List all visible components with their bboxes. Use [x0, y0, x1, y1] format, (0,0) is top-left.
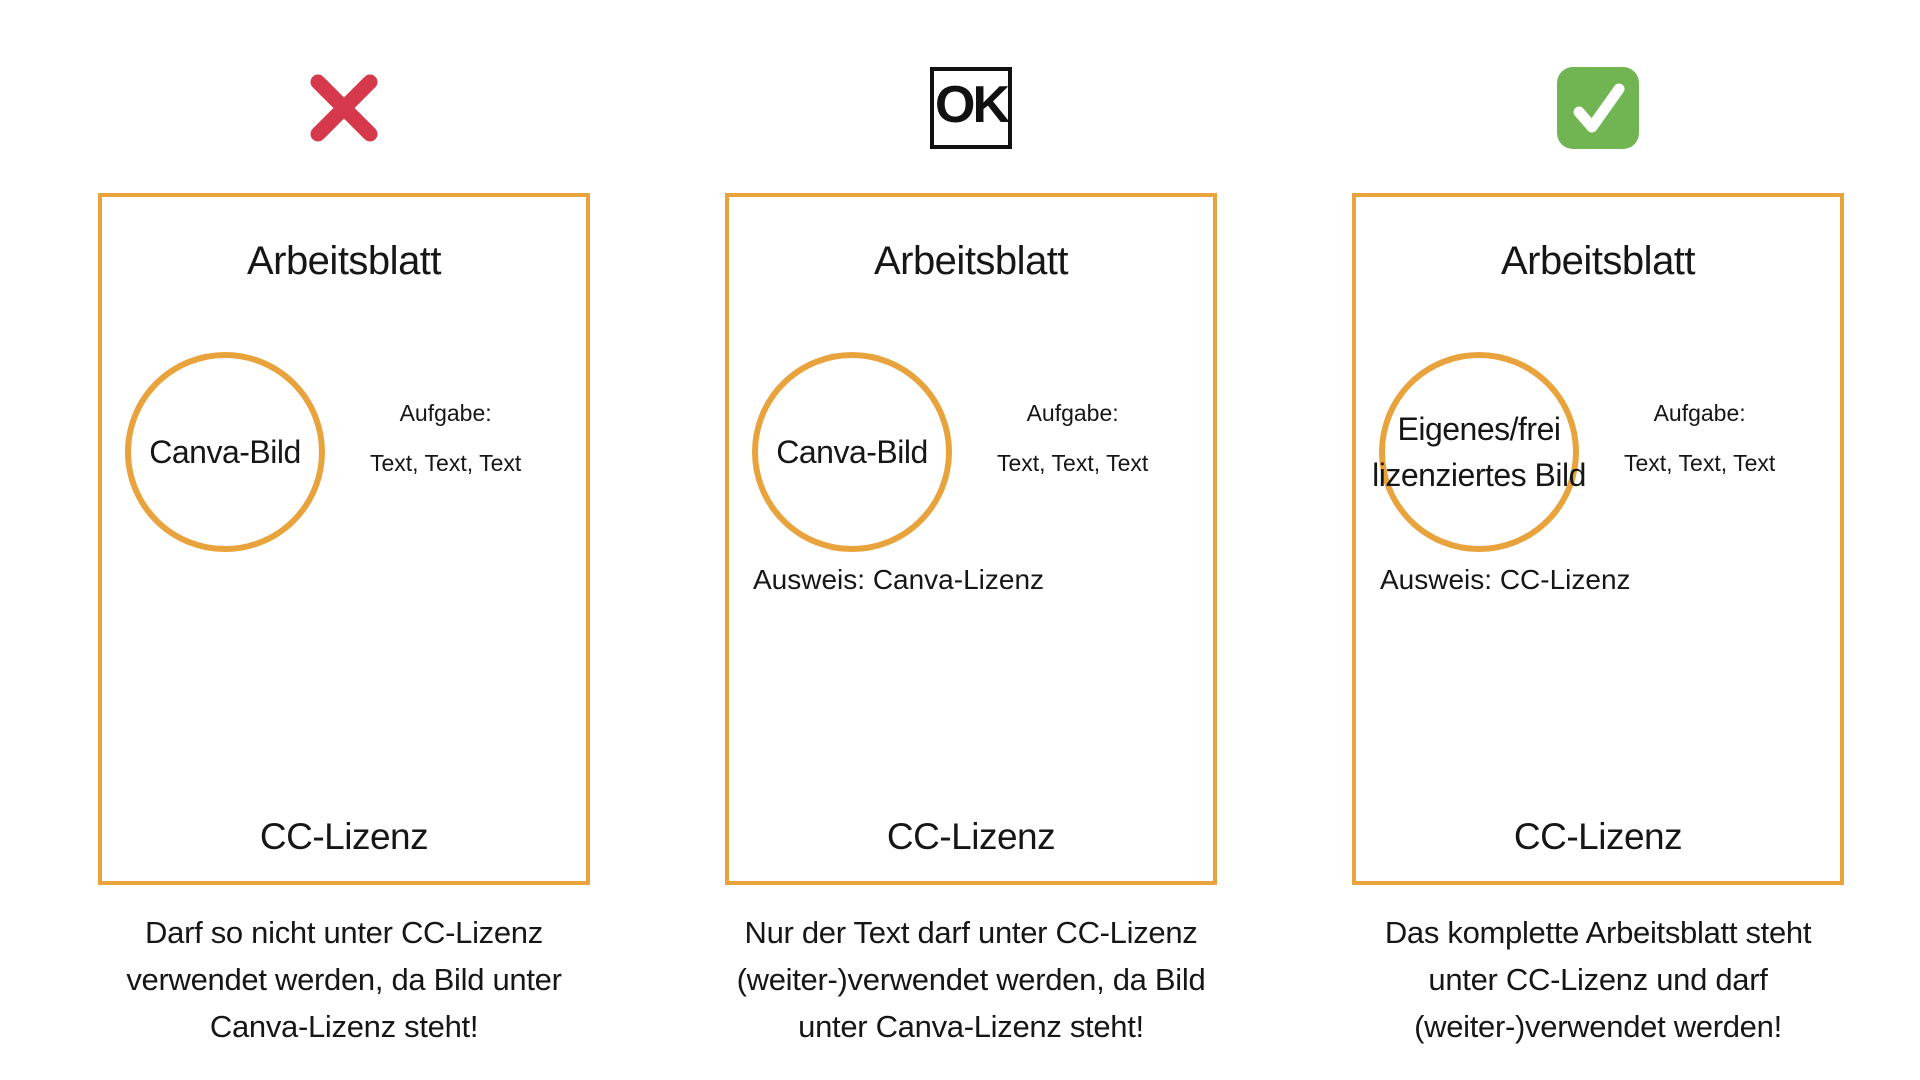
column-not-allowed: Arbeitsblatt Canva-Bild Aufgabe: Text, T…: [98, 0, 590, 1050]
task-text: Text, Text, Text: [996, 450, 1149, 476]
verdict-icon-row: [98, 0, 590, 193]
caption: Das komplette Arbeitsblatt steht unter C…: [1352, 909, 1844, 1050]
worksheet-title: Arbeitsblatt: [873, 239, 1069, 283]
caption-line: verwendet werden, da Bild unter: [126, 962, 562, 997]
task-block: Aufgabe: Text, Text, Text: [339, 398, 552, 478]
task-block: Aufgabe: Text, Text, Text: [1593, 398, 1806, 478]
check-glyph: [1573, 83, 1625, 132]
caption-line: Darf so nicht unter CC-Lizenz: [145, 915, 543, 950]
image-placeholder-circle: Canva-Bild: [752, 352, 952, 552]
card-license-footer: CC-Lizenz: [259, 816, 429, 857]
license-note: Ausweis: Canva-Lizenz: [753, 564, 1045, 595]
image-placeholder-circle: Canva-Bild: [125, 352, 325, 552]
caption-line: Canva-Lizenz steht!: [209, 1009, 479, 1044]
license-comparison-board: Arbeitsblatt Canva-Bild Aufgabe: Text, T…: [98, 0, 1844, 1050]
card-license-footer: CC-Lizenz: [1513, 816, 1683, 857]
circle-label: Eigenes/frei: [1397, 411, 1561, 447]
circle-label: Canva-Bild: [149, 434, 301, 470]
task-block: Aufgabe: Text, Text, Text: [966, 398, 1179, 478]
license-note: Ausweis: CC-Lizenz: [1380, 564, 1631, 595]
worksheet-title: Arbeitsblatt: [1500, 239, 1696, 283]
circle-label: lizenziertes Bild: [1372, 457, 1586, 493]
task-label: Aufgabe:: [399, 400, 492, 426]
caption-line: (weiter-)verwendet werden, da Bild: [736, 962, 1206, 997]
worksheet-card: Arbeitsblatt Eigenes/frei lizenziertes B…: [1352, 193, 1844, 885]
column-partially-ok: OK Arbeitsblatt Canva-Bild Aufgabe: Text…: [725, 0, 1217, 1050]
task-text: Text, Text, Text: [369, 450, 522, 476]
circle-label: Canva-Bild: [776, 434, 928, 470]
task-label: Aufgabe:: [1026, 400, 1119, 426]
worksheet-card: Arbeitsblatt Canva-Bild Aufgabe: Text, T…: [725, 193, 1217, 885]
cross-icon: [310, 74, 378, 141]
caption-line: (weiter-)verwendet werden!: [1414, 1009, 1782, 1044]
caption-line: Das komplette Arbeitsblatt steht: [1384, 915, 1812, 950]
image-placeholder-circle: Eigenes/frei lizenziertes Bild: [1372, 352, 1586, 552]
task-text: Text, Text, Text: [1623, 450, 1776, 476]
worksheet-title: Arbeitsblatt: [246, 239, 442, 283]
verdict-icon-row: [1352, 0, 1844, 193]
caption-line: unter Canva-Lizenz steht!: [798, 1009, 1144, 1044]
ok-badge-icon: OK: [930, 66, 1012, 149]
worksheet-card: Arbeitsblatt Canva-Bild Aufgabe: Text, T…: [98, 193, 590, 885]
caption: Darf so nicht unter CC-Lizenz verwendet …: [98, 909, 590, 1050]
cross-glyph: [310, 74, 378, 141]
caption-line: Nur der Text darf unter CC-Lizenz: [744, 915, 1198, 950]
caption: Nur der Text darf unter CC-Lizenz (weite…: [725, 909, 1217, 1050]
column-allowed: Arbeitsblatt Eigenes/frei lizenziertes B…: [1352, 0, 1844, 1050]
verdict-icon-row: OK: [725, 0, 1217, 193]
task-label: Aufgabe:: [1653, 400, 1746, 426]
card-license-footer: CC-Lizenz: [886, 816, 1056, 857]
check-icon: [1557, 66, 1639, 149]
caption-line: unter CC-Lizenz und darf: [1428, 962, 1768, 997]
check-background: [1557, 66, 1639, 149]
